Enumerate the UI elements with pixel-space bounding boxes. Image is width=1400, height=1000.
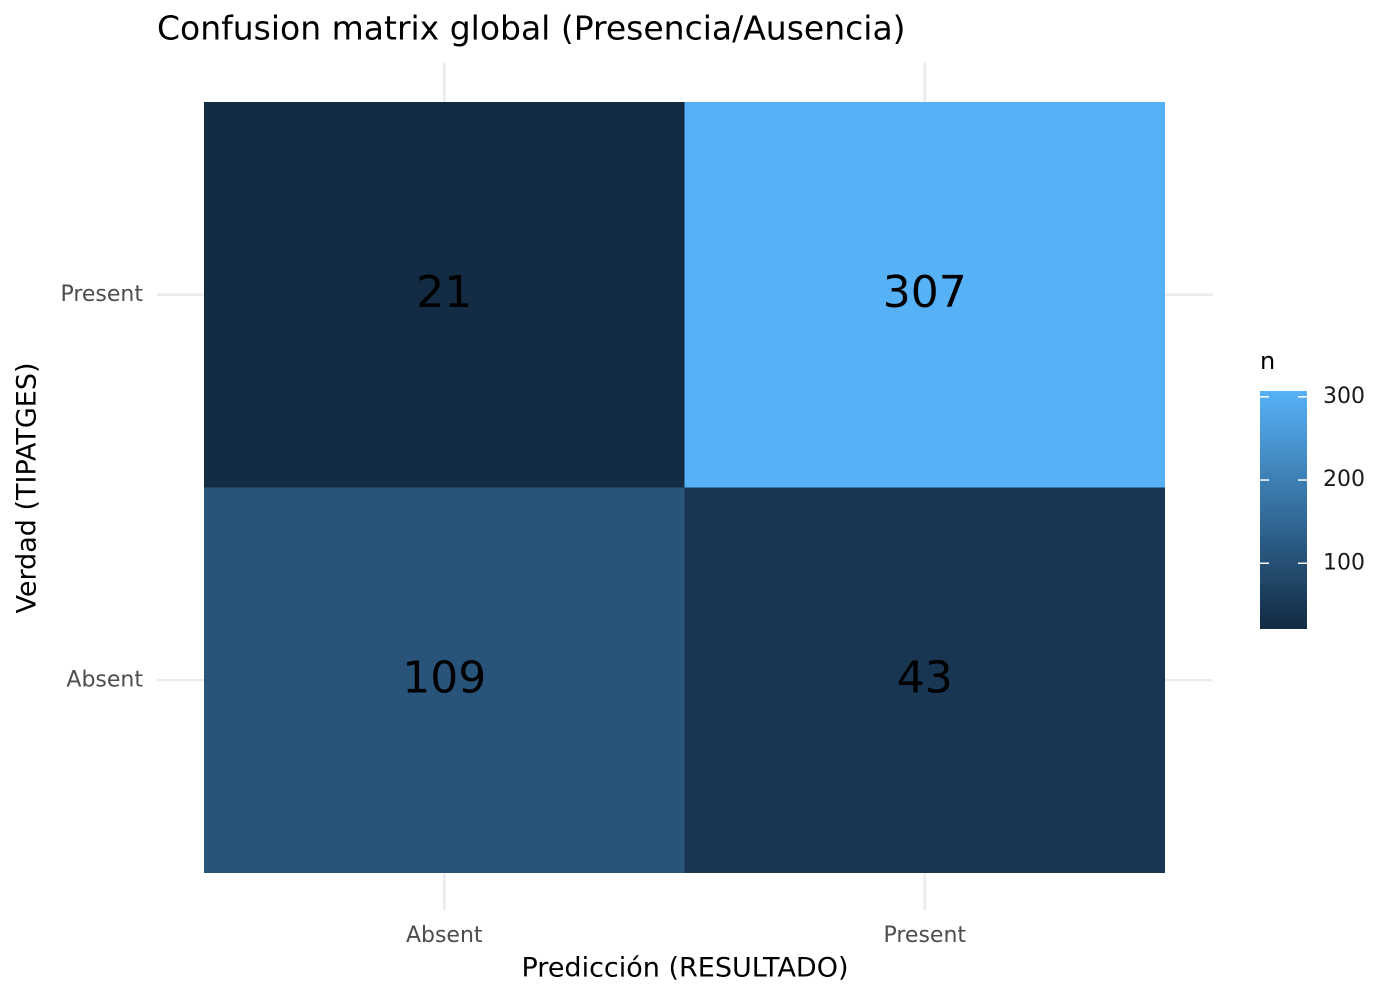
- heatmap-cell: [204, 102, 685, 488]
- heatmap-cell: [684, 102, 1165, 488]
- y-tick-label: Absent: [66, 667, 143, 692]
- colorbar: [1260, 391, 1307, 629]
- legend-title: n: [1260, 347, 1275, 375]
- heatmap-cell: [204, 487, 685, 873]
- colorbar-tick-label: 100: [1323, 550, 1365, 575]
- cell-label: 43: [897, 652, 953, 703]
- cell-label: 21: [416, 267, 472, 318]
- heatmap-cell: [684, 487, 1165, 873]
- chart-title: Confusion matrix global (Presencia/Ausen…: [157, 9, 906, 48]
- x-axis-title: Predicción (RESULTADO): [522, 953, 849, 984]
- cell-label: 307: [883, 267, 967, 318]
- y-tick-label: Present: [60, 282, 143, 307]
- y-axis-title: Verdad (TIPATGES): [12, 362, 43, 613]
- cell-label: 109: [402, 652, 486, 703]
- colorbar-tick-label: 300: [1323, 384, 1365, 409]
- colorbar-tick-label: 200: [1323, 467, 1365, 492]
- x-tick-label: Absent: [406, 923, 483, 948]
- x-tick-label: Present: [883, 923, 966, 948]
